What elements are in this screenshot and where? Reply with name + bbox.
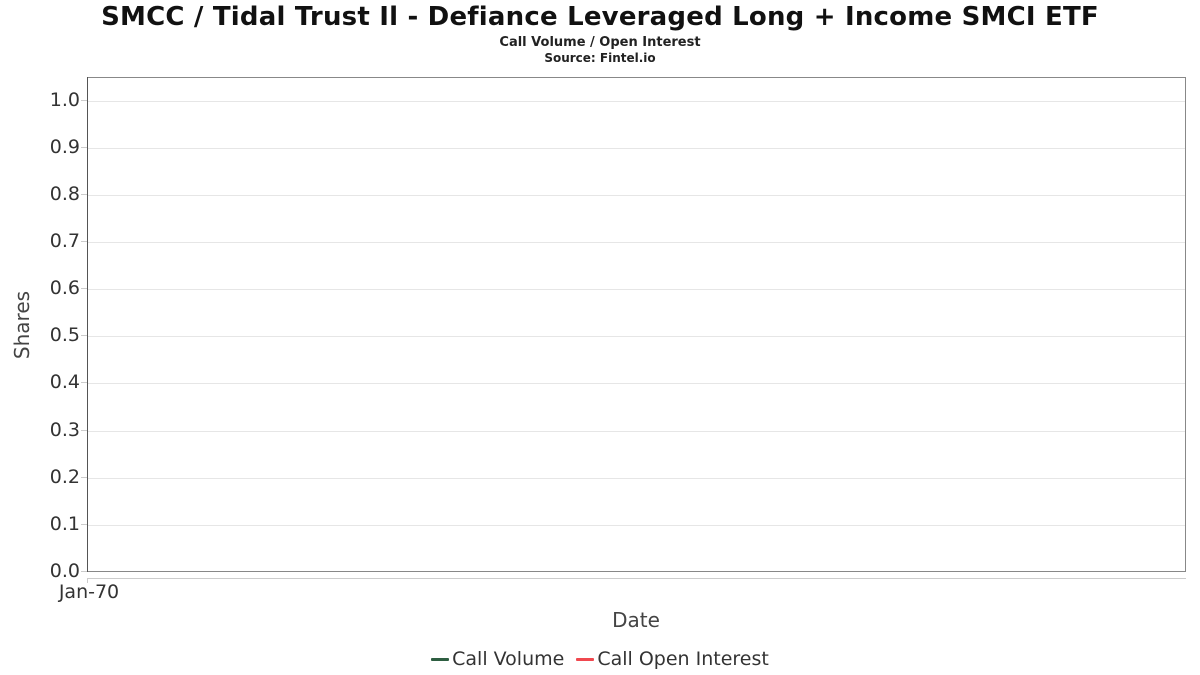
y-tick-label: 0.2 [49,466,80,488]
gridline [88,101,1185,102]
y-tick-label: 0.3 [49,419,80,441]
y-tick-label: 0.0 [49,560,80,582]
y-axis-title: Shares [10,290,34,360]
legend: Call Volume Call Open Interest [0,645,1200,673]
chart-source: Source: Fintel.io [544,51,656,65]
gridline [88,431,1185,432]
x-axis-line [87,578,1186,579]
y-tick-mark [81,335,87,336]
y-tick-mark [81,194,87,195]
call-open-interest-line-swatch-icon [576,657,595,661]
x-axis-title: Date [612,608,660,632]
y-axis-line [87,77,88,572]
y-tick-label: 1.0 [49,89,80,111]
y-tick-mark [81,100,87,101]
y-tick-label: 0.9 [49,136,80,158]
gridline [88,383,1185,384]
legend-item-call-volume[interactable]: Call Volume [431,648,564,670]
gridline [88,242,1185,243]
legend-label-call-open-interest: Call Open Interest [597,648,769,670]
legend-label-call-volume: Call Volume [452,648,565,670]
y-tick-label: 0.5 [49,324,80,346]
y-tick-mark [81,524,87,525]
y-tick-label: 0.1 [49,513,80,535]
y-tick-label: 0.4 [49,371,80,393]
y-tick-mark [81,571,87,572]
legend-item-call-open-interest[interactable]: Call Open Interest [576,648,769,670]
y-tick-label: 0.6 [49,277,80,299]
y-tick-label: 0.8 [49,183,80,205]
gridline [88,289,1185,290]
chart-title: SMCC / Tidal Trust Il - Defiance Leverag… [101,2,1099,32]
plot-area [87,77,1186,572]
gridline [88,478,1185,479]
x-axis-tick-mark [87,578,88,583]
y-tick-label: 0.7 [49,230,80,252]
gridline [88,336,1185,337]
y-tick-mark [81,241,87,242]
gridline [88,148,1185,149]
y-tick-mark [81,147,87,148]
call-volume-line-swatch-icon [431,657,450,661]
gridline [88,195,1185,196]
gridline [88,525,1185,526]
y-tick-mark [81,288,87,289]
y-tick-mark [81,430,87,431]
x-tick-label: Jan-70 [58,581,120,603]
y-tick-mark [81,382,87,383]
y-tick-mark [81,477,87,478]
chart-subtitle: Call Volume / Open Interest [499,35,701,50]
